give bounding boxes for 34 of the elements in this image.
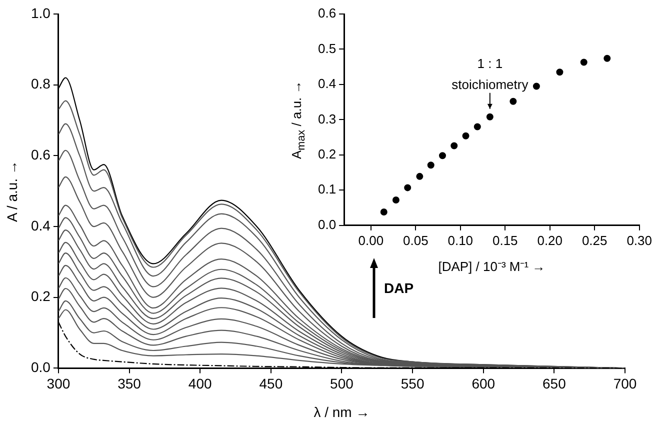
y-tick-label: 0.4	[30, 217, 51, 234]
y-tick-label: 0.5	[318, 40, 336, 56]
y-tick-label: 0.6	[318, 6, 336, 21]
x-tick-label: 0.30	[626, 232, 652, 248]
x-tick-label: 300	[46, 375, 70, 392]
y-axis-title: A / a.u. →	[4, 160, 20, 222]
x-tick-label: 500	[330, 375, 354, 392]
y-tick-label: 0.1	[318, 182, 336, 197]
y-tick-label: 0.2	[30, 288, 51, 304]
x-tick-label: 450	[259, 375, 283, 392]
annotation: DAP	[384, 280, 414, 296]
y-tick-label: 0.4	[318, 76, 336, 92]
y-tick-label: 1.0	[30, 4, 51, 21]
y-tick-label: 0.0	[30, 359, 51, 376]
y-tick-label: 0.3	[318, 111, 336, 126]
x-tick-label: 0.15	[492, 232, 518, 248]
y-tick-label: 0.2	[318, 146, 336, 162]
x-tick-label: 350	[118, 375, 142, 392]
x-tick-label: 0.10	[448, 232, 474, 248]
annotation: 1 : 1 stoichiometry	[452, 56, 529, 92]
x-tick-label: 700	[613, 375, 637, 392]
x-tick-label: 400	[188, 375, 212, 392]
x-axis-title: [DAP] / 10⁻³ M⁻¹ →	[438, 258, 546, 275]
x-tick-label: 0.05	[403, 232, 428, 248]
y-tick-label: 0.0	[318, 216, 336, 232]
y-tick-label: 0.8	[30, 76, 51, 92]
x-tick-label: 600	[472, 375, 496, 392]
x-tick-label: 0.25	[582, 232, 608, 248]
x-tick-label: 0.00	[358, 232, 384, 248]
x-tick-label: 550	[400, 375, 424, 392]
x-tick-label: 0.20	[537, 232, 563, 248]
x-axis-title: λ / nm →	[314, 404, 370, 420]
y-tick-label: 0.6	[30, 146, 51, 163]
x-tick-label: 650	[542, 375, 566, 392]
